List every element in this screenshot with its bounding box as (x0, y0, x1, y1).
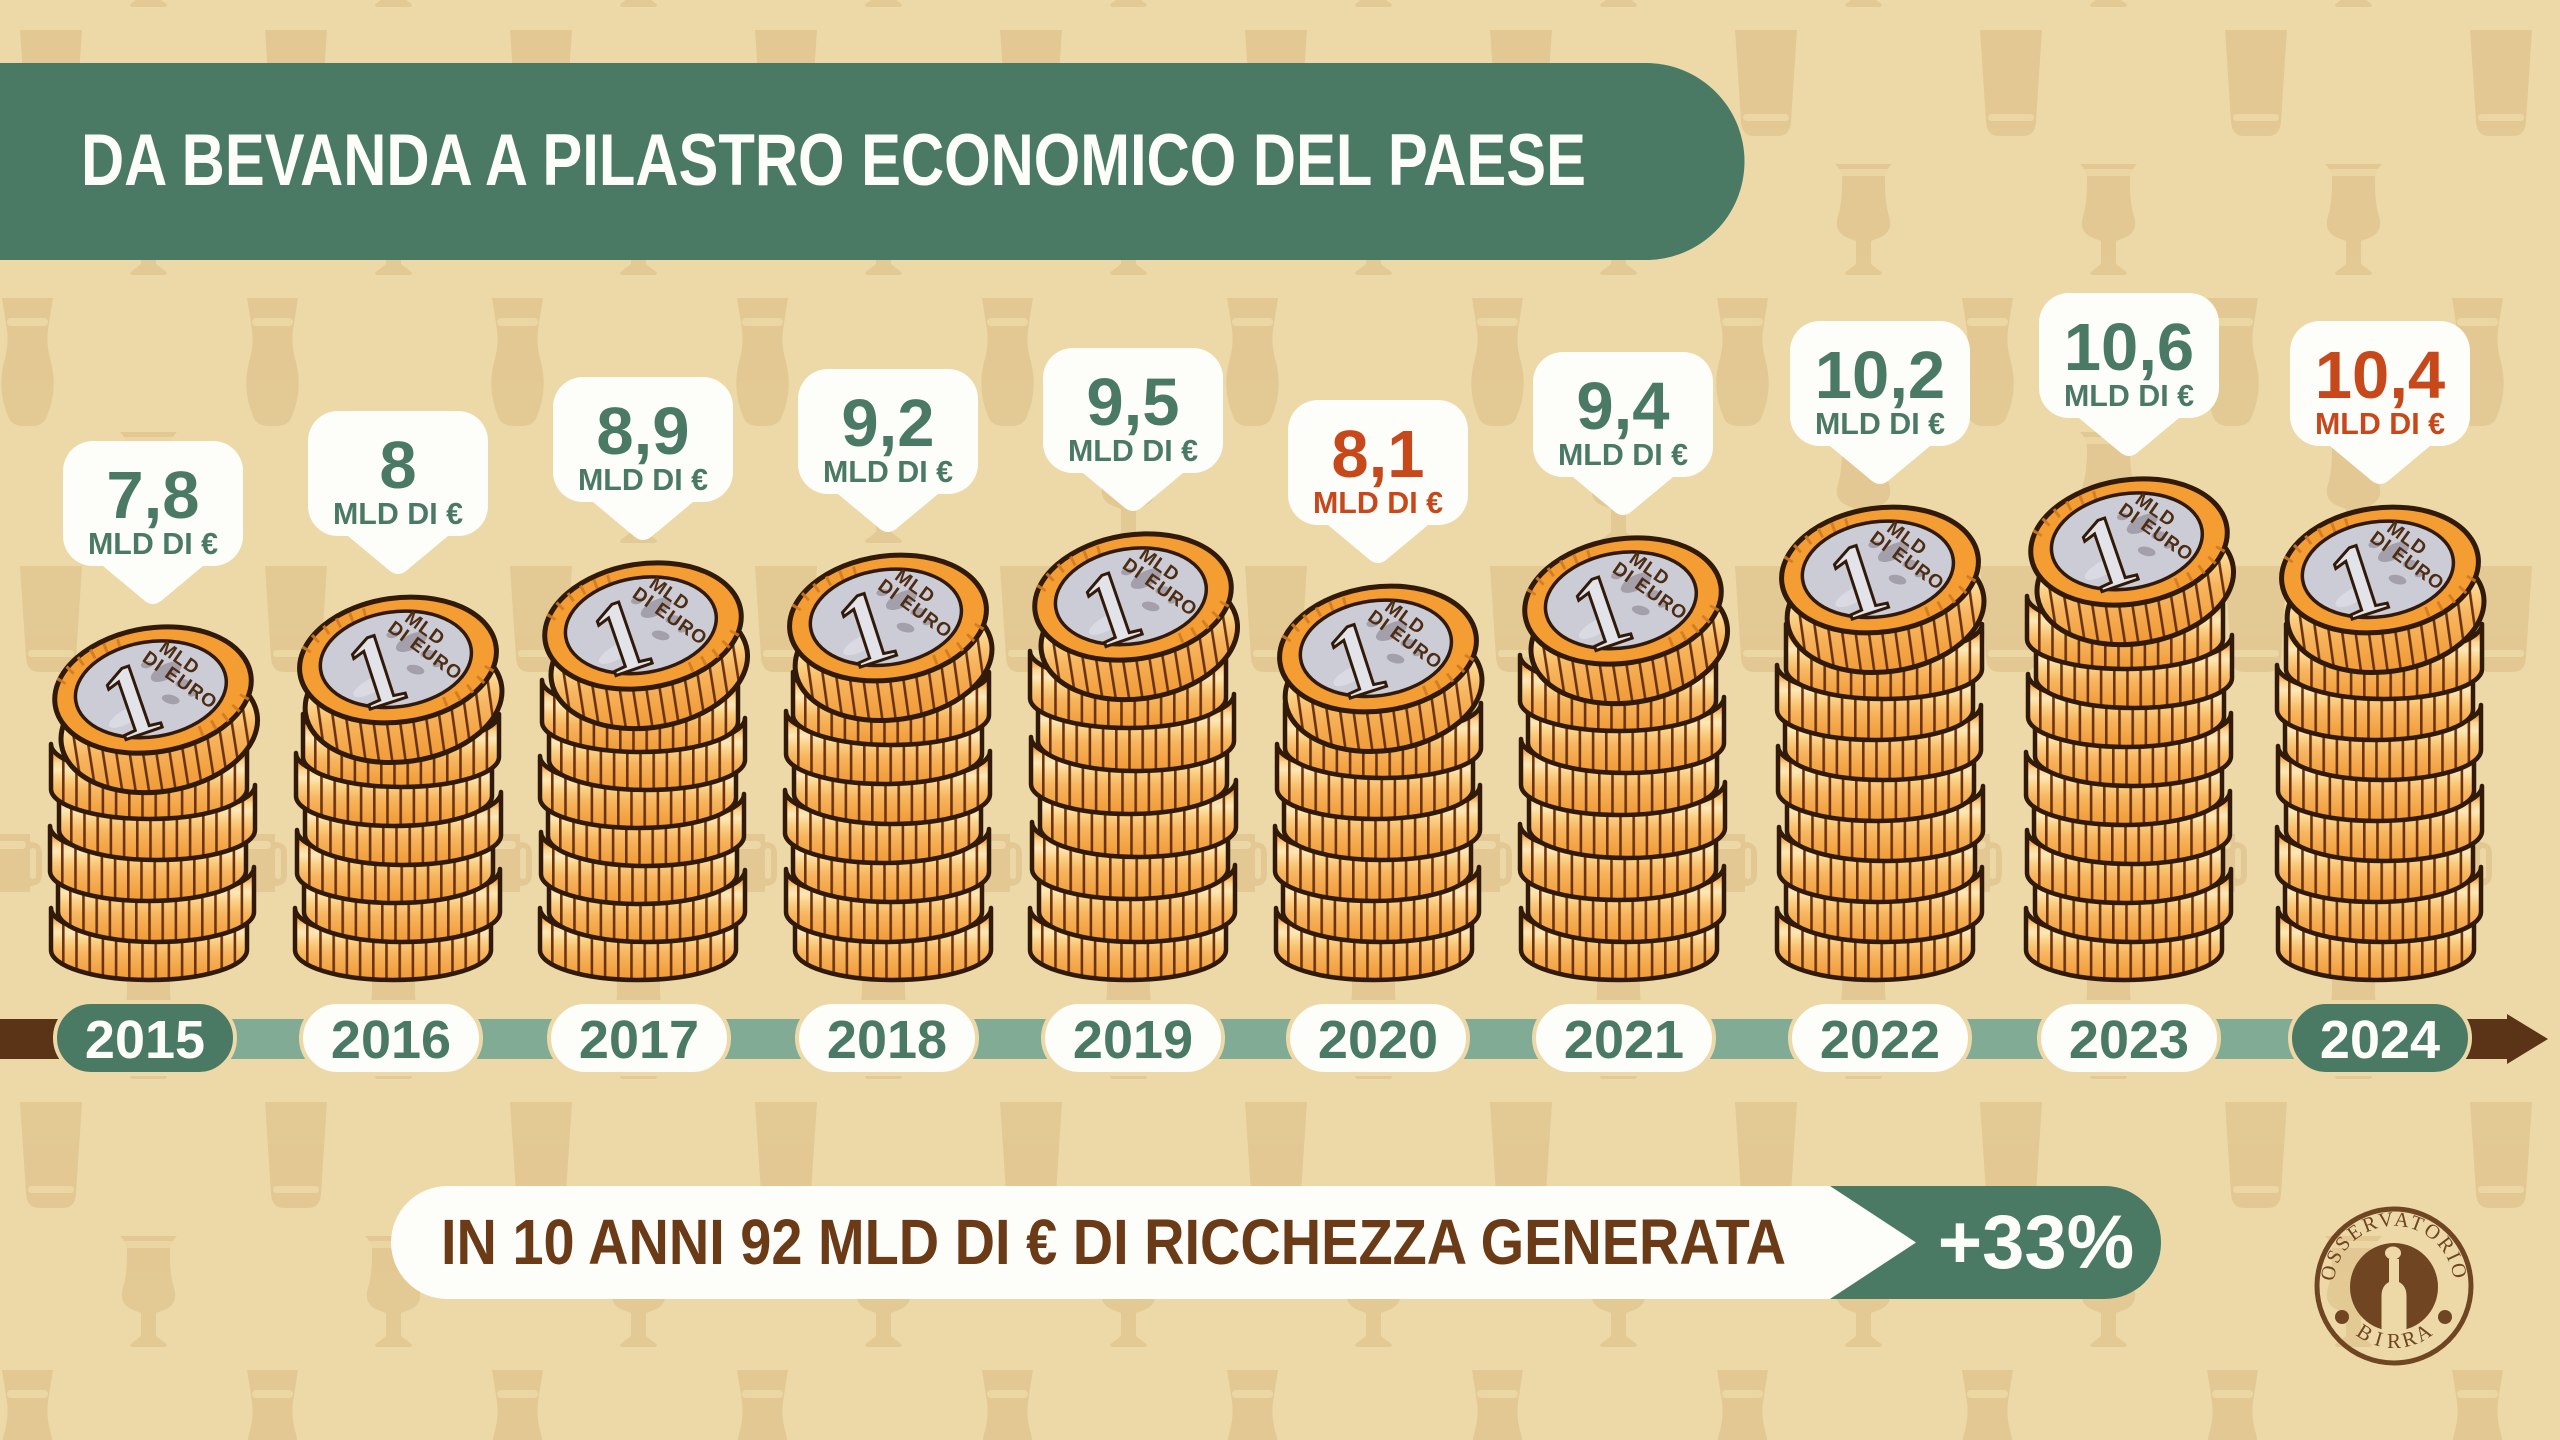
svg-text:MLD DI €: MLD DI € (1068, 433, 1198, 468)
svg-text:9,5: 9,5 (1086, 365, 1179, 440)
svg-text:MLD DI €: MLD DI € (2064, 378, 2194, 413)
svg-text:IN 10 ANNI 92 MLD DI € DI RICC: IN 10 ANNI 92 MLD DI € DI RICCHEZZA GENE… (441, 1206, 1786, 1278)
svg-text:8,1: 8,1 (1331, 417, 1424, 492)
svg-text:MLD DI €: MLD DI € (88, 526, 218, 561)
svg-text:8,9: 8,9 (596, 394, 689, 469)
svg-text:9,4: 9,4 (1576, 369, 1669, 444)
svg-text:R: R (2399, 1325, 2419, 1352)
svg-text:2015: 2015 (85, 1010, 205, 1070)
svg-text:2020: 2020 (1318, 1010, 1438, 1070)
svg-text:2021: 2021 (1564, 1010, 1684, 1070)
svg-text:10,4: 10,4 (2315, 338, 2445, 413)
svg-text:2022: 2022 (1820, 1010, 1940, 1070)
svg-text:MLD DI €: MLD DI € (2315, 406, 2445, 441)
svg-text:10,6: 10,6 (2064, 310, 2194, 385)
svg-text:MLD DI €: MLD DI € (1815, 406, 1945, 441)
svg-text:MLD DI €: MLD DI € (333, 496, 463, 531)
svg-text:MLD DI €: MLD DI € (578, 462, 708, 497)
svg-text:MLD DI €: MLD DI € (823, 454, 953, 489)
svg-text:MLD DI €: MLD DI € (1558, 437, 1688, 472)
svg-text:10,2: 10,2 (1815, 338, 1945, 413)
svg-text:2019: 2019 (1073, 1010, 1193, 1070)
svg-text:8: 8 (379, 428, 416, 503)
svg-text:2024: 2024 (2320, 1010, 2440, 1070)
svg-text:2016: 2016 (331, 1010, 451, 1070)
svg-text:MLD DI €: MLD DI € (1313, 485, 1443, 520)
svg-text:9,2: 9,2 (841, 386, 934, 461)
svg-text:2018: 2018 (827, 1010, 947, 1070)
svg-text:2017: 2017 (579, 1010, 699, 1070)
svg-text:+33%: +33% (1938, 1200, 2135, 1285)
svg-text:2023: 2023 (2069, 1010, 2189, 1070)
svg-text:7,8: 7,8 (106, 458, 199, 533)
svg-text:DA BEVANDA A PILASTRO ECONOMIC: DA BEVANDA A PILASTRO ECONOMICO DEL PAES… (81, 120, 1586, 201)
svg-text:R: R (2387, 1329, 2401, 1353)
